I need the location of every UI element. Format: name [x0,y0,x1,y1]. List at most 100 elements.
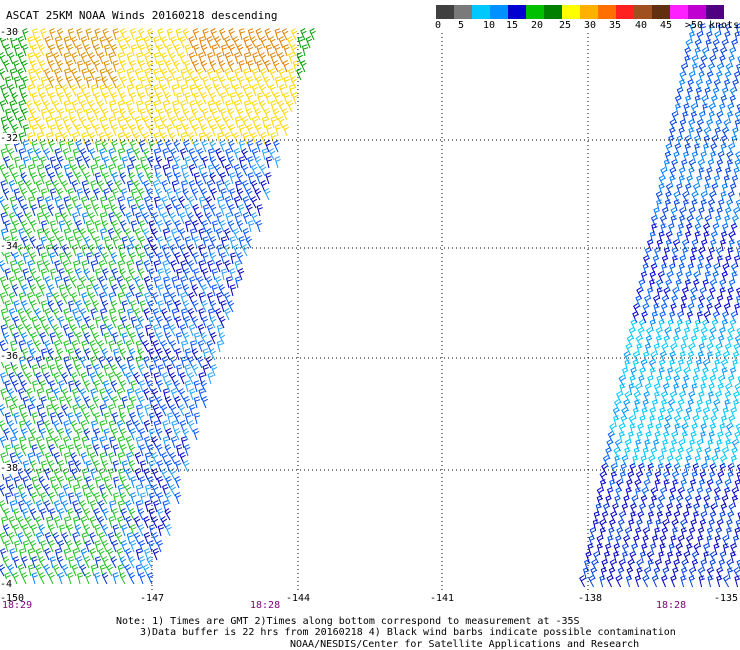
wind-barb [693,511,700,524]
wind-barb [677,487,685,500]
wind-barb [138,412,145,425]
wind-barb [152,356,160,369]
wind-barb [661,447,668,460]
wind-barb [19,436,26,449]
wind-barb [246,204,253,217]
wind-barb [211,268,218,281]
wind-barb [219,316,226,329]
wind-barb [119,412,127,425]
wind-barb [65,396,73,409]
wind-barb [220,188,227,201]
wind-barb [72,212,79,225]
wind-barb [165,476,172,489]
wind-barb [106,180,114,193]
wind-barb [161,308,168,321]
wind-barb [110,364,118,377]
wind-barb [109,436,116,449]
wind-barb [117,484,124,497]
wind-barb [93,284,100,297]
wind-barb [629,551,636,564]
wind-barb [43,148,51,161]
wind-barb [53,372,60,385]
wind-barb [0,100,7,113]
wind-barb [111,76,118,89]
wind-barb [232,36,240,49]
wind-barb [243,100,251,113]
wind-barb [654,431,661,444]
wind-barb [21,300,28,313]
wind-barb [71,564,79,577]
wind-barb [224,260,231,273]
wind-barb [704,271,712,284]
wind-barb [148,332,156,345]
wind-barb [209,300,217,313]
wind-barb [719,463,727,476]
wind-barb [170,388,178,401]
wind-barb [173,60,180,73]
wind-barb [13,412,20,425]
wind-barb [188,180,196,193]
wind-barb [18,356,26,369]
wind-barb [229,76,236,89]
wind-barb [8,372,15,385]
wind-barb [179,324,187,337]
wind-barb [40,252,48,265]
wind-barb [40,156,47,169]
wind-barb [135,340,142,353]
wind-barb [694,455,701,468]
wind-barb [135,484,143,497]
wind-barb [607,535,614,548]
wind-barb [162,292,170,305]
wind-barb [196,180,204,193]
wind-barb [259,100,266,113]
wind-barb [179,420,187,433]
wind-barb [269,52,277,65]
wind-barb [270,116,277,129]
wind-barb [158,76,165,89]
wind-barb [85,476,92,489]
wind-barb [716,439,723,452]
wind-barb [35,372,42,385]
wind-barb [162,148,169,161]
wind-barb [39,316,47,329]
wind-barb [85,76,93,89]
wind-barb [48,60,55,73]
wind-barb [2,332,10,345]
wind-barb [618,431,626,444]
wind-barb [140,460,147,473]
wind-barb [632,359,640,372]
wind-barb [273,44,281,57]
wind-barb [0,564,5,577]
wind-barb [117,148,125,161]
wind-barb [219,156,227,169]
wind-barb [139,76,147,89]
wind-barb [170,228,178,241]
colorbar-label: 5 [457,20,465,31]
wind-barb [43,212,51,225]
wind-barb [137,316,144,329]
wind-barb [224,68,231,81]
wind-barb [64,68,71,81]
wind-barb [39,508,47,521]
wind-barb [79,564,87,577]
wind-barb [18,228,25,241]
wind-barb [693,327,700,340]
wind-barb [206,228,213,241]
wind-barb [153,132,160,145]
wind-barb [138,428,146,441]
wind-barb [155,172,162,185]
wind-barb [117,500,124,513]
wind-barb [151,436,158,449]
wind-barb [664,199,672,212]
wind-barb [165,236,173,249]
wind-barb [115,372,123,385]
wind-barb [206,116,213,129]
wind-barb [80,516,88,529]
wind-barb [143,372,150,385]
wind-barb [66,60,74,73]
wind-barb [27,148,34,161]
wind-barb [56,364,64,377]
wind-barb [661,207,669,220]
wind-barb [169,292,177,305]
wind-barb [66,172,74,185]
